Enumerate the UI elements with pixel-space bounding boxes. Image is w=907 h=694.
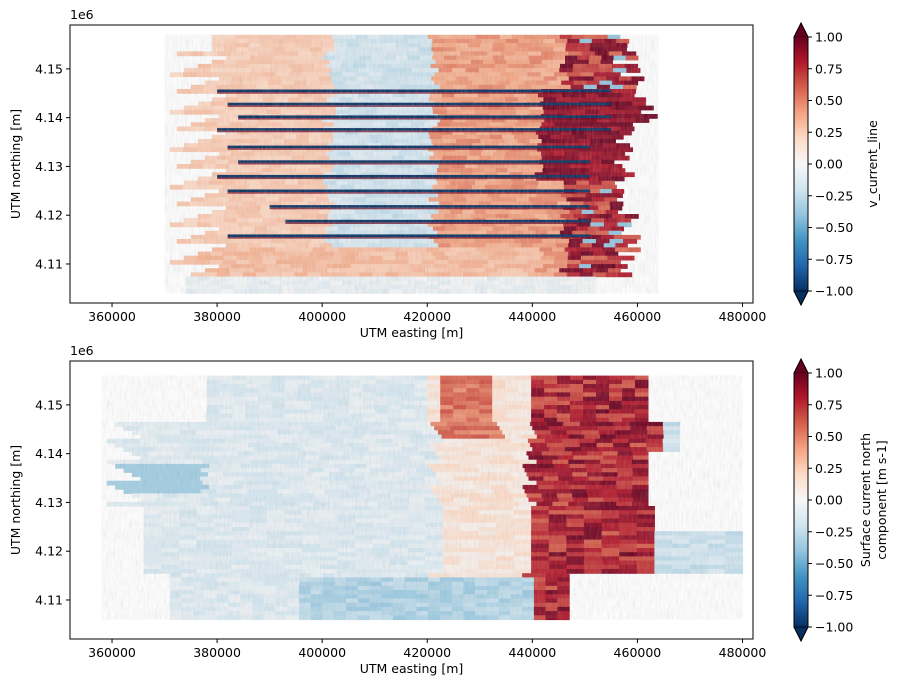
colorbar-tick-label: 0.25 xyxy=(815,461,843,476)
colorbar-tick-label: −0.75 xyxy=(815,588,853,603)
bottom-colorbar-label-line-2: component [m s-1] xyxy=(874,440,889,560)
x-tick-label: 420000 xyxy=(403,309,451,324)
colorbar-extend-min-arrow xyxy=(793,626,809,642)
colorbar-tick-label: 0.00 xyxy=(815,157,843,172)
colorbar-extend-max-arrow xyxy=(793,358,809,374)
colorbar-tick-label: −0.75 xyxy=(815,252,853,267)
top-heatmap-field xyxy=(164,34,659,294)
colorbar-tick-label: 0.75 xyxy=(815,397,843,412)
x-tick-label: 380000 xyxy=(193,309,241,324)
bottom-colorbar: 1.00 0.75 0.50 0.25 0.00 −0.25 −0.50 −0.75 −1.00 xyxy=(793,357,853,643)
y-tick-label: 4.12 xyxy=(35,208,63,223)
colorbar-tick-label: 0.25 xyxy=(815,125,843,140)
bottom-panel: 360000 380000 400000 420000 440000 460000 4800… xyxy=(8,343,889,676)
bottom-y-ticks: 4.11 4.12 4.13 4.14 4.15 xyxy=(35,397,70,607)
y-tick-label: 4.15 xyxy=(35,61,63,76)
x-tick-label: 400000 xyxy=(298,645,346,660)
colorbar-tick-label: −1.00 xyxy=(815,620,853,635)
bottom-y-axis-label: UTM northing [m] xyxy=(8,445,23,555)
colorbar-gradient xyxy=(794,37,808,291)
bottom-y-offset-label: 1e6 xyxy=(70,343,94,358)
y-tick-label: 4.12 xyxy=(35,544,63,559)
y-tick-label: 4.11 xyxy=(35,592,63,607)
x-tick-label: 420000 xyxy=(403,645,451,660)
bottom-x-axis-label: UTM easting [m] xyxy=(360,661,464,676)
colorbar-extend-max-arrow xyxy=(793,22,809,38)
top-y-axis-label: UTM northing [m] xyxy=(8,109,23,219)
top-axes-frame xyxy=(69,24,754,304)
top-x-axis-label: UTM easting [m] xyxy=(360,325,464,340)
colorbar-tick-label: −1.00 xyxy=(815,284,853,299)
x-tick-label: 440000 xyxy=(508,309,556,324)
x-tick-label: 440000 xyxy=(508,645,556,660)
x-tick-label: 480000 xyxy=(719,645,767,660)
colorbar-tick-label: −0.50 xyxy=(815,556,853,571)
y-tick-label: 4.11 xyxy=(35,256,63,271)
colorbar-tick-label: 0.50 xyxy=(815,429,843,444)
colorbar-tick-label: −0.25 xyxy=(815,524,853,539)
top-y-ticks: 4.11 4.12 4.13 4.14 4.15 xyxy=(35,61,70,271)
top-colorbar: 1.00 0.75 0.50 0.25 0.00 −0.25 −0.50 −0.75 −1.00 xyxy=(793,21,853,307)
colorbar-gradient xyxy=(794,373,808,627)
x-tick-label: 460000 xyxy=(614,309,662,324)
top-x-ticks: 360000 380000 400000 420000 440000 460000 4800… xyxy=(88,303,766,324)
bottom-colorbar-label-line-1: Surface current north xyxy=(858,433,873,567)
colorbar-tick-label: 1.00 xyxy=(815,30,843,45)
x-tick-label: 360000 xyxy=(88,645,136,660)
x-tick-label: 460000 xyxy=(614,645,662,660)
colorbar-tick-label: −0.25 xyxy=(815,188,853,203)
colorbar-tick-label: 1.00 xyxy=(815,366,843,381)
x-tick-label: 480000 xyxy=(719,309,767,324)
bottom-heatmap-field xyxy=(101,375,744,621)
x-tick-label: 400000 xyxy=(298,309,346,324)
y-tick-label: 4.13 xyxy=(35,495,63,510)
colorbar-tick-label: 0.75 xyxy=(815,61,843,76)
bottom-axes-frame xyxy=(69,360,754,640)
colorbar-tick-label: 0.00 xyxy=(815,493,843,508)
y-tick-label: 4.15 xyxy=(35,397,63,412)
x-tick-label: 380000 xyxy=(193,645,241,660)
texture-overlay xyxy=(164,34,659,294)
top-panel: 360000 380000 400000 420000 440000 460000 4800… xyxy=(8,7,880,340)
colorbar-extend-min-arrow xyxy=(793,290,809,306)
y-tick-label: 4.14 xyxy=(35,446,63,461)
texture-overlay xyxy=(101,375,743,620)
top-y-offset-label: 1e6 xyxy=(70,7,94,22)
y-tick-label: 4.13 xyxy=(35,159,63,174)
bottom-x-ticks: 360000 380000 400000 420000 440000 460000 4800… xyxy=(88,639,766,660)
x-tick-label: 360000 xyxy=(88,309,136,324)
top-colorbar-label: v_current_line xyxy=(865,120,880,208)
y-tick-label: 4.14 xyxy=(35,110,63,125)
colorbar-tick-label: −0.50 xyxy=(815,220,853,235)
colorbar-tick-label: 0.50 xyxy=(815,93,843,108)
